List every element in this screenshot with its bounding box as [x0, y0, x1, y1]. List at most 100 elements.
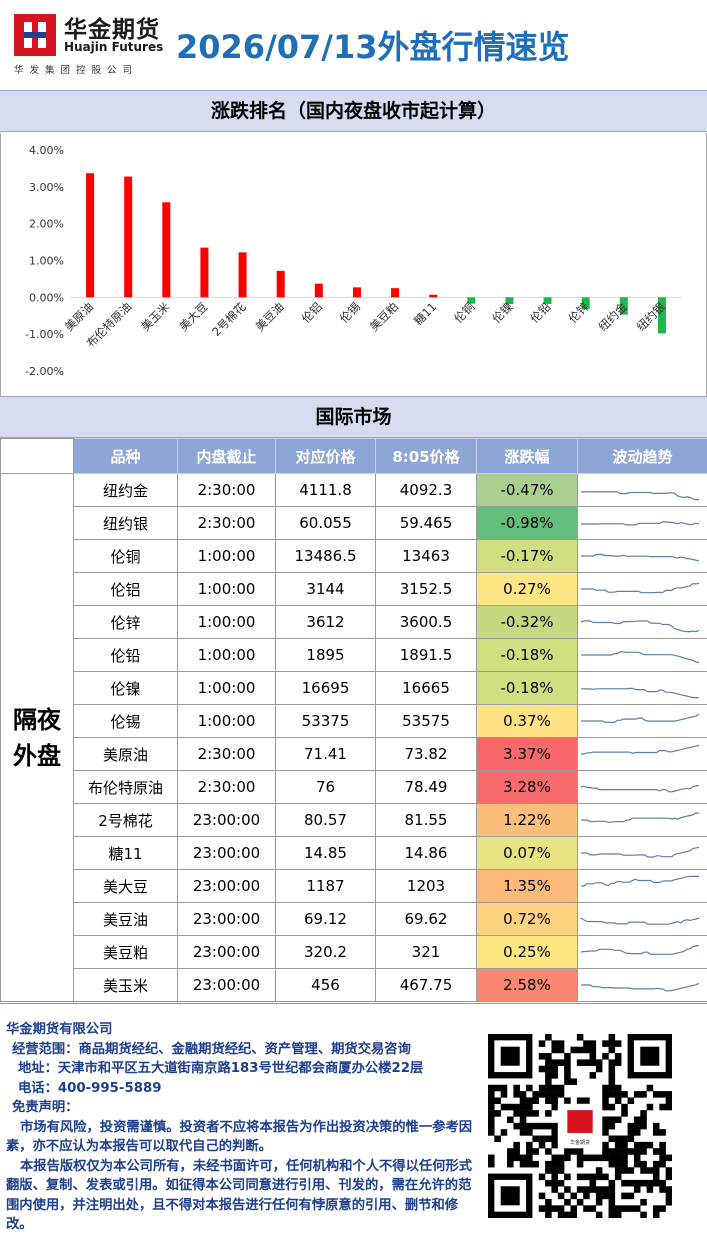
chart-bar	[429, 294, 438, 298]
footer-disclaimer-1: 市场有风险，投资需谨慎。投资者不应将本报告为作出投资决策的惟一参考因素，亦不应认…	[6, 1119, 473, 1155]
cell-price: 3144	[275, 572, 376, 606]
x-tick-label: 伦铝	[299, 300, 325, 326]
sparkline-path	[581, 582, 700, 594]
chart-bar	[619, 297, 628, 315]
sparkline	[580, 917, 700, 925]
cell-latest: 1203	[375, 869, 477, 903]
page-title: 2026/07/13外盘行情速览	[176, 28, 570, 66]
cell-change: -0.98%	[476, 506, 578, 540]
sparkline	[581, 553, 700, 562]
cell-name: 伦镍	[73, 671, 178, 705]
header-trend: 波动趋势	[577, 438, 707, 474]
ranking-chart: 4.00% 3.00% 2.00% 1.00% 0.00% -1.00% -2.00% 美原油…	[0, 133, 707, 396]
y-tick-label: 3.00%	[29, 181, 64, 194]
qr-code-icon: 华金期货	[488, 1034, 672, 1218]
footer-phone: 电话：400-995-5889	[18, 1080, 162, 1096]
cell-latest: 1891.5	[375, 638, 477, 672]
cell-price: 71.41	[275, 737, 376, 771]
cell-price: 1187	[275, 869, 376, 903]
cell-latest: 14.86	[375, 836, 477, 870]
sparkline-path	[581, 744, 700, 755]
cell-change: 3.28%	[476, 770, 578, 804]
table-row: 纽约银 2:30:00 60.055 59.465 -0.98%	[1, 506, 707, 540]
group-label: 隔夜 外盘	[0, 473, 74, 1002]
footer-company: 华金期货有限公司	[6, 1022, 113, 1037]
cell-name: 伦锌	[73, 605, 178, 639]
cell-close: 23:00:00	[177, 935, 276, 969]
cell-change: 0.37%	[476, 704, 578, 738]
cell-close: 1:00:00	[177, 671, 276, 705]
header-change: 涨跌幅	[476, 438, 578, 474]
cell-change: -0.18%	[476, 638, 578, 672]
y-tick-label: 4.00%	[29, 144, 64, 157]
cell-close: 1:00:00	[177, 572, 276, 606]
sparkline	[581, 875, 699, 887]
x-tick-label: 糖11	[411, 300, 439, 328]
cell-name: 纽约银	[73, 506, 178, 540]
sparkline	[581, 846, 700, 858]
cell-close: 2:30:00	[177, 770, 276, 804]
sparkline-path	[581, 687, 699, 699]
footer-disclaimer-2: 本报告版权仅为本公司所有，未经书面许可，任何机构和个人不得以任何形式翻版、复制、…	[6, 1158, 473, 1233]
cell-name: 2号棉花	[73, 803, 178, 837]
cell-trend	[577, 506, 707, 540]
x-tick-label: 美原油	[62, 300, 96, 334]
cell-change: -0.17%	[476, 539, 578, 573]
sparkline	[580, 784, 700, 793]
cell-change: -0.18%	[476, 671, 578, 705]
chart-bar	[505, 297, 514, 304]
cell-change: 0.27%	[476, 572, 578, 606]
y-tick-label: 2.00%	[29, 218, 64, 231]
cell-latest: 4092.3	[375, 473, 477, 507]
chart-bar	[200, 247, 209, 298]
cell-trend	[577, 968, 707, 1002]
cell-change: 0.72%	[476, 902, 578, 936]
cell-price: 456	[275, 968, 376, 1002]
cell-trend	[577, 737, 707, 771]
market-table: 品种 内盘截止 对应价格 8:05价格 涨跌幅 波动趋势 隔夜 外盘 纽约金 2:3…	[0, 438, 707, 1002]
chart-bar	[543, 297, 552, 304]
table-body: 隔夜 外盘 纽约金 2:30:00 4111.8 4092.3 -0.47% 纽约银 2:30…	[0, 473, 707, 1002]
cell-price: 320.2	[275, 935, 376, 969]
y-tick-label: 0.00%	[29, 291, 64, 304]
cell-latest: 321	[375, 935, 477, 969]
sparkline-path	[581, 982, 700, 992]
footer-disclaimer-title: 免责声明：	[12, 1100, 79, 1115]
cell-name: 布伦特原油	[73, 770, 178, 804]
x-tick-label: 美大豆	[176, 300, 210, 334]
cell-trend	[577, 869, 707, 903]
x-tick-label: 美豆粕	[367, 300, 401, 334]
table-row: 伦铜 1:00:00 13486.5 13463 -0.17%	[1, 539, 707, 573]
table-row: 美大豆 23:00:00 1187 1203 1.35%	[1, 869, 707, 903]
cell-name: 伦铝	[73, 572, 178, 606]
sparkline	[581, 982, 700, 992]
cell-close: 23:00:00	[177, 869, 276, 903]
cell-latest: 467.75	[375, 968, 477, 1002]
chart-bar	[86, 173, 95, 298]
logo-subtitle: 华发集团控股公司	[14, 65, 139, 76]
cell-name: 美玉米	[73, 968, 178, 1002]
table-row: 伦镍 1:00:00 16695 16665 -0.18%	[1, 671, 707, 705]
cell-price: 69.12	[275, 902, 376, 936]
chart-bar	[238, 252, 247, 298]
cell-change: 3.37%	[476, 737, 578, 771]
cell-trend	[577, 605, 707, 639]
cell-price: 4111.8	[275, 473, 376, 507]
cell-name: 伦锡	[73, 704, 178, 738]
cell-price: 1895	[275, 638, 376, 672]
header-blank	[0, 438, 74, 474]
sparkline	[580, 944, 700, 955]
chart-bar	[352, 287, 361, 298]
chart-section-title: 涨跌排名（国内夜盘收市起计算）	[0, 90, 707, 132]
cell-latest: 81.55	[375, 803, 477, 837]
cell-price: 76	[275, 770, 376, 804]
cell-change: 0.25%	[476, 935, 578, 969]
cell-price: 60.055	[275, 506, 376, 540]
footer: 华金期货有限公司 经营范围：商品期货经纪、金融期货经纪、资产管理、期货交易咨询 …	[0, 1003, 707, 1259]
cell-name: 伦铅	[73, 638, 178, 672]
cell-name: 美大豆	[73, 869, 178, 903]
cell-change: -0.32%	[476, 605, 578, 639]
chart-bar	[657, 297, 666, 334]
cell-trend	[577, 638, 707, 672]
cell-trend	[577, 803, 707, 837]
